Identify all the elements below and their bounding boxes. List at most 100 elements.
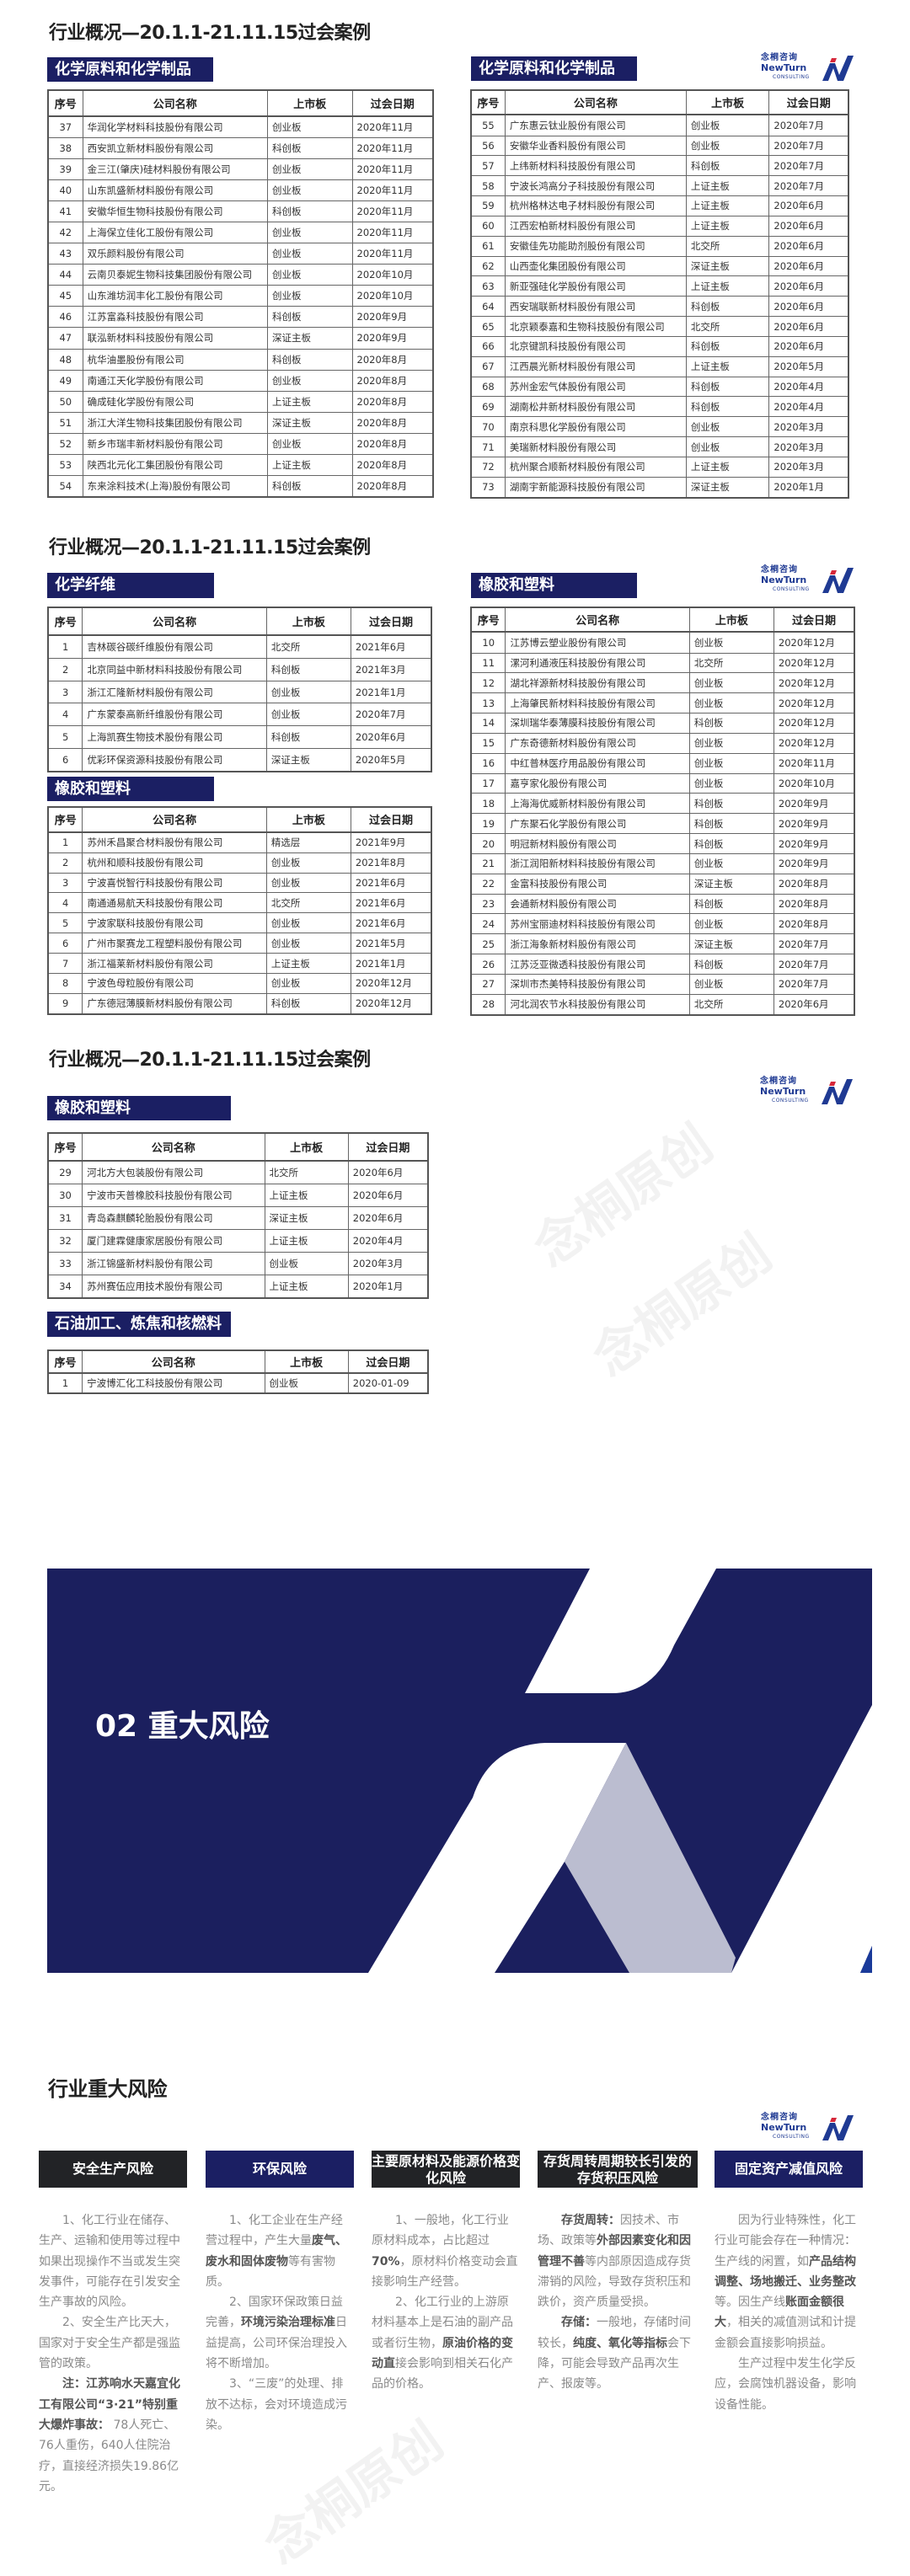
row-number: 66	[470, 335, 506, 357]
table-header-row: 序号 公司名称 上市板 过会日期	[470, 89, 849, 116]
company-name: 杭州和顺科技股份有限公司	[82, 852, 267, 874]
table-header-row: 序号 公司名称 上市板 过会日期	[47, 1132, 429, 1162]
listing-board: 创业板	[266, 264, 353, 286]
listing-board: 深证主板	[685, 255, 770, 277]
logo-cn-text: 念桐咨询	[761, 53, 798, 62]
approval-date: 2020年3月	[768, 416, 849, 438]
company-name: 金富科技股份有限公司	[505, 873, 690, 895]
company-name: 浙江福莱新材料股份有限公司	[82, 953, 267, 974]
row-number: 17	[470, 772, 506, 794]
table-row: 11 漯河利通液压科技股份有限公司 北交所 2020年12月	[470, 652, 855, 674]
column-header: 序号	[470, 89, 506, 116]
row-number: 30	[47, 1184, 83, 1208]
row-number: 10	[470, 631, 506, 654]
company-name: 浙江锦盛新材料股份有限公司	[82, 1251, 265, 1275]
column-header: 序号	[470, 607, 506, 633]
risk-paragraph: 因为行业特殊性，化工行业可能会存在一种情况：生产线的闲置，如产品结构调整、场地搬…	[715, 2210, 863, 2354]
listing-board: 科创板	[688, 893, 774, 915]
table-row: 50 确成硅化学股份有限公司 上证主板 2020年8月	[47, 390, 434, 413]
table-row: 27 深圳市杰美特科技股份有限公司 创业板 2020年7月	[470, 974, 855, 995]
row-number: 22	[470, 873, 506, 895]
approval-date: 2020年8月	[351, 411, 434, 434]
table-row: 24 苏州宝丽迪材料科技股份有限公司 创业板 2020年8月	[470, 913, 855, 935]
approval-date: 2021年6月	[350, 912, 432, 934]
body-text: 因为行业特殊性，化工行业可能会存在一种情况：生产线的闲置，如	[715, 2214, 856, 2269]
row-number: 27	[470, 974, 506, 995]
company-name: 宁波市天普橡胶科技股份有限公司	[82, 1184, 265, 1208]
row-number: 69	[470, 396, 506, 418]
body-text: 生产过程中发生化学反应，会腐蚀机器设备，影响设备性能。	[715, 2357, 856, 2412]
listing-board: 创业板	[266, 432, 353, 455]
body-text: 等。因生产线	[715, 2295, 785, 2310]
row-number: 5	[47, 725, 83, 749]
listing-board: 创业板	[688, 631, 774, 654]
table-header-row: 序号 公司名称 上市板 过会日期	[47, 806, 432, 833]
listing-board: 深证主板	[266, 411, 353, 434]
approval-date: 2020年6月	[347, 1160, 429, 1185]
company-name: 上海海优威新材料股份有限公司	[505, 793, 690, 815]
listing-board: 上证主板	[266, 390, 353, 413]
table-row: 66 北京键凯科技股份有限公司 科创板 2020年6月	[470, 335, 849, 357]
column-header: 序号	[47, 806, 83, 833]
approval-date: 2020年6月	[350, 725, 432, 749]
company-name: 苏州赛伍应用技术股份有限公司	[82, 1274, 265, 1299]
approval-date: 2020年7月	[768, 114, 849, 136]
row-number: 57	[470, 155, 506, 177]
approval-date: 2021年6月	[350, 634, 432, 660]
approval-date: 2020年8月	[773, 873, 855, 895]
row-number: 45	[47, 285, 83, 307]
approval-date: 2020年9月	[773, 852, 855, 874]
table-header-row: 序号 公司名称 上市板 过会日期	[47, 607, 432, 637]
company-name: 浙江润阳新材料科技股份有限公司	[505, 852, 690, 874]
logo-sub-text: CONSULTING	[773, 586, 810, 592]
category-band: 化学原料和化学制品	[471, 56, 637, 81]
category-band: 橡胶和塑料	[471, 573, 637, 598]
newturn-logo: 念桐咨询 NewTurn CONSULTING	[761, 565, 854, 594]
approval-date: 2020年11月	[773, 752, 855, 774]
row-number: 68	[470, 376, 506, 398]
approval-date: 2020年6月	[768, 215, 849, 237]
company-name: 金三江(肇庆)硅材料股份有限公司	[82, 158, 268, 181]
company-name: 双乐颜料股份有限公司	[82, 243, 268, 265]
approval-date: 2020年12月	[773, 713, 855, 734]
approval-date: 2020年11月	[351, 179, 434, 202]
company-name: 厦门建霖健康家居股份有限公司	[82, 1229, 265, 1253]
listing-board: 科创板	[688, 833, 774, 854]
company-name: 广州市聚赛龙工程塑料股份有限公司	[82, 933, 267, 954]
risk-paragraph: 2、安全生产比天大，国家对于安全生产都是强监管的政策。	[39, 2312, 187, 2374]
watermark: 念桐原创	[254, 2411, 454, 2576]
listing-board: 科创板	[685, 396, 770, 418]
company-name: 宁波博汇化工科技股份有限公司	[82, 1372, 265, 1394]
body-text: 因技术、市场、政策等	[538, 2214, 679, 2248]
page-title: 行业概况—20.1.1-21.11.15过会案例	[49, 23, 371, 44]
cases-table: 序号 公司名称 上市板 过会日期 37 华润化学材料科技股份有限公司 创业板 2020年11月…	[47, 89, 434, 498]
row-number: 9	[47, 992, 83, 1015]
listing-board: 创业板	[265, 912, 351, 934]
company-name: 苏州金宏气体股份有限公司	[504, 376, 687, 398]
listing-board: 创业板	[266, 243, 353, 265]
company-name: 西安凯立新材料股份有限公司	[82, 137, 268, 160]
listing-board: 创业板	[685, 114, 770, 136]
listing-board: 创业板	[688, 852, 774, 874]
category-band: 化学纤维	[47, 573, 214, 598]
table-row: 63 新亚强硅化学股份有限公司 上证主板 2020年6月	[470, 275, 849, 297]
body-text: 接会影响到相关石化产品的价格。	[372, 2357, 513, 2392]
approval-date: 2020年6月	[768, 296, 849, 318]
listing-board: 创业板	[266, 285, 353, 307]
company-name: 安徽佳先功能助剂股份有限公司	[504, 235, 687, 257]
table-row: 39 金三江(肇庆)硅材料股份有限公司 创业板 2020年11月	[47, 158, 434, 181]
listing-board: 创业板	[688, 913, 774, 935]
row-number: 44	[47, 264, 83, 286]
logo-en-text: NewTurn	[761, 575, 807, 585]
column-header: 公司名称	[504, 89, 687, 116]
row-number: 67	[470, 355, 506, 377]
listing-board: 上证主板	[265, 953, 351, 974]
table-row: 59 杭州格林达电子材料股份有限公司 上证主板 2020年6月	[470, 195, 849, 216]
body-text: 1、一般地，化工行业原材料成本，占比超过	[372, 2214, 509, 2248]
table-row: 25 浙江海象新材料股份有限公司 深证主板 2020年7月	[470, 933, 855, 955]
body-text: 等内部原因造成存货滞销的风险，导致存货积压和跌价，资产质量受损。	[538, 2254, 691, 2310]
listing-board: 精选层	[265, 831, 351, 853]
company-name: 杭华油墨股份有限公司	[82, 348, 268, 371]
approval-date: 2020年12月	[773, 692, 855, 714]
row-number: 5	[47, 912, 83, 934]
